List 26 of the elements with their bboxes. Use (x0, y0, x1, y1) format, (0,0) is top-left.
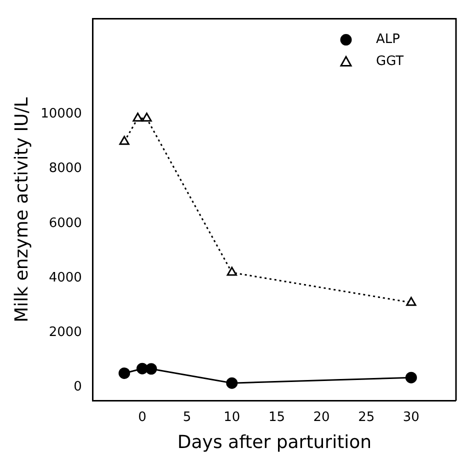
x-tick-label: 5 (182, 410, 192, 425)
y-tick-label: 10000 (40, 106, 82, 122)
point (406, 296, 416, 306)
y-tick-label: 4000 (48, 270, 82, 286)
point (226, 266, 237, 276)
point (145, 363, 157, 375)
point (405, 372, 417, 384)
y-tick-label: 0 (74, 380, 82, 395)
point (132, 112, 143, 122)
y-axis-title: Milk enzyme activity IU/L (11, 97, 32, 322)
y-tick-label: 6000 (48, 216, 82, 231)
legend-label: GGT (376, 54, 404, 70)
x-tick-label: 15 (268, 410, 285, 425)
x-tick-label: 25 (358, 410, 375, 425)
y-tick-label: 2000 (48, 324, 82, 340)
x-axis-title: Days after parturition (177, 432, 372, 453)
x-tick-label: 10 (224, 410, 240, 425)
point (142, 112, 152, 122)
y-tick-label: 8000 (48, 161, 82, 176)
x-tick-label: 20 (313, 410, 330, 425)
point (119, 136, 130, 145)
x-tick-label: 0 (138, 410, 146, 425)
point (118, 367, 130, 379)
legend-label: ALP (376, 32, 400, 48)
point (226, 377, 238, 389)
x-tick-label: 30 (402, 410, 420, 425)
